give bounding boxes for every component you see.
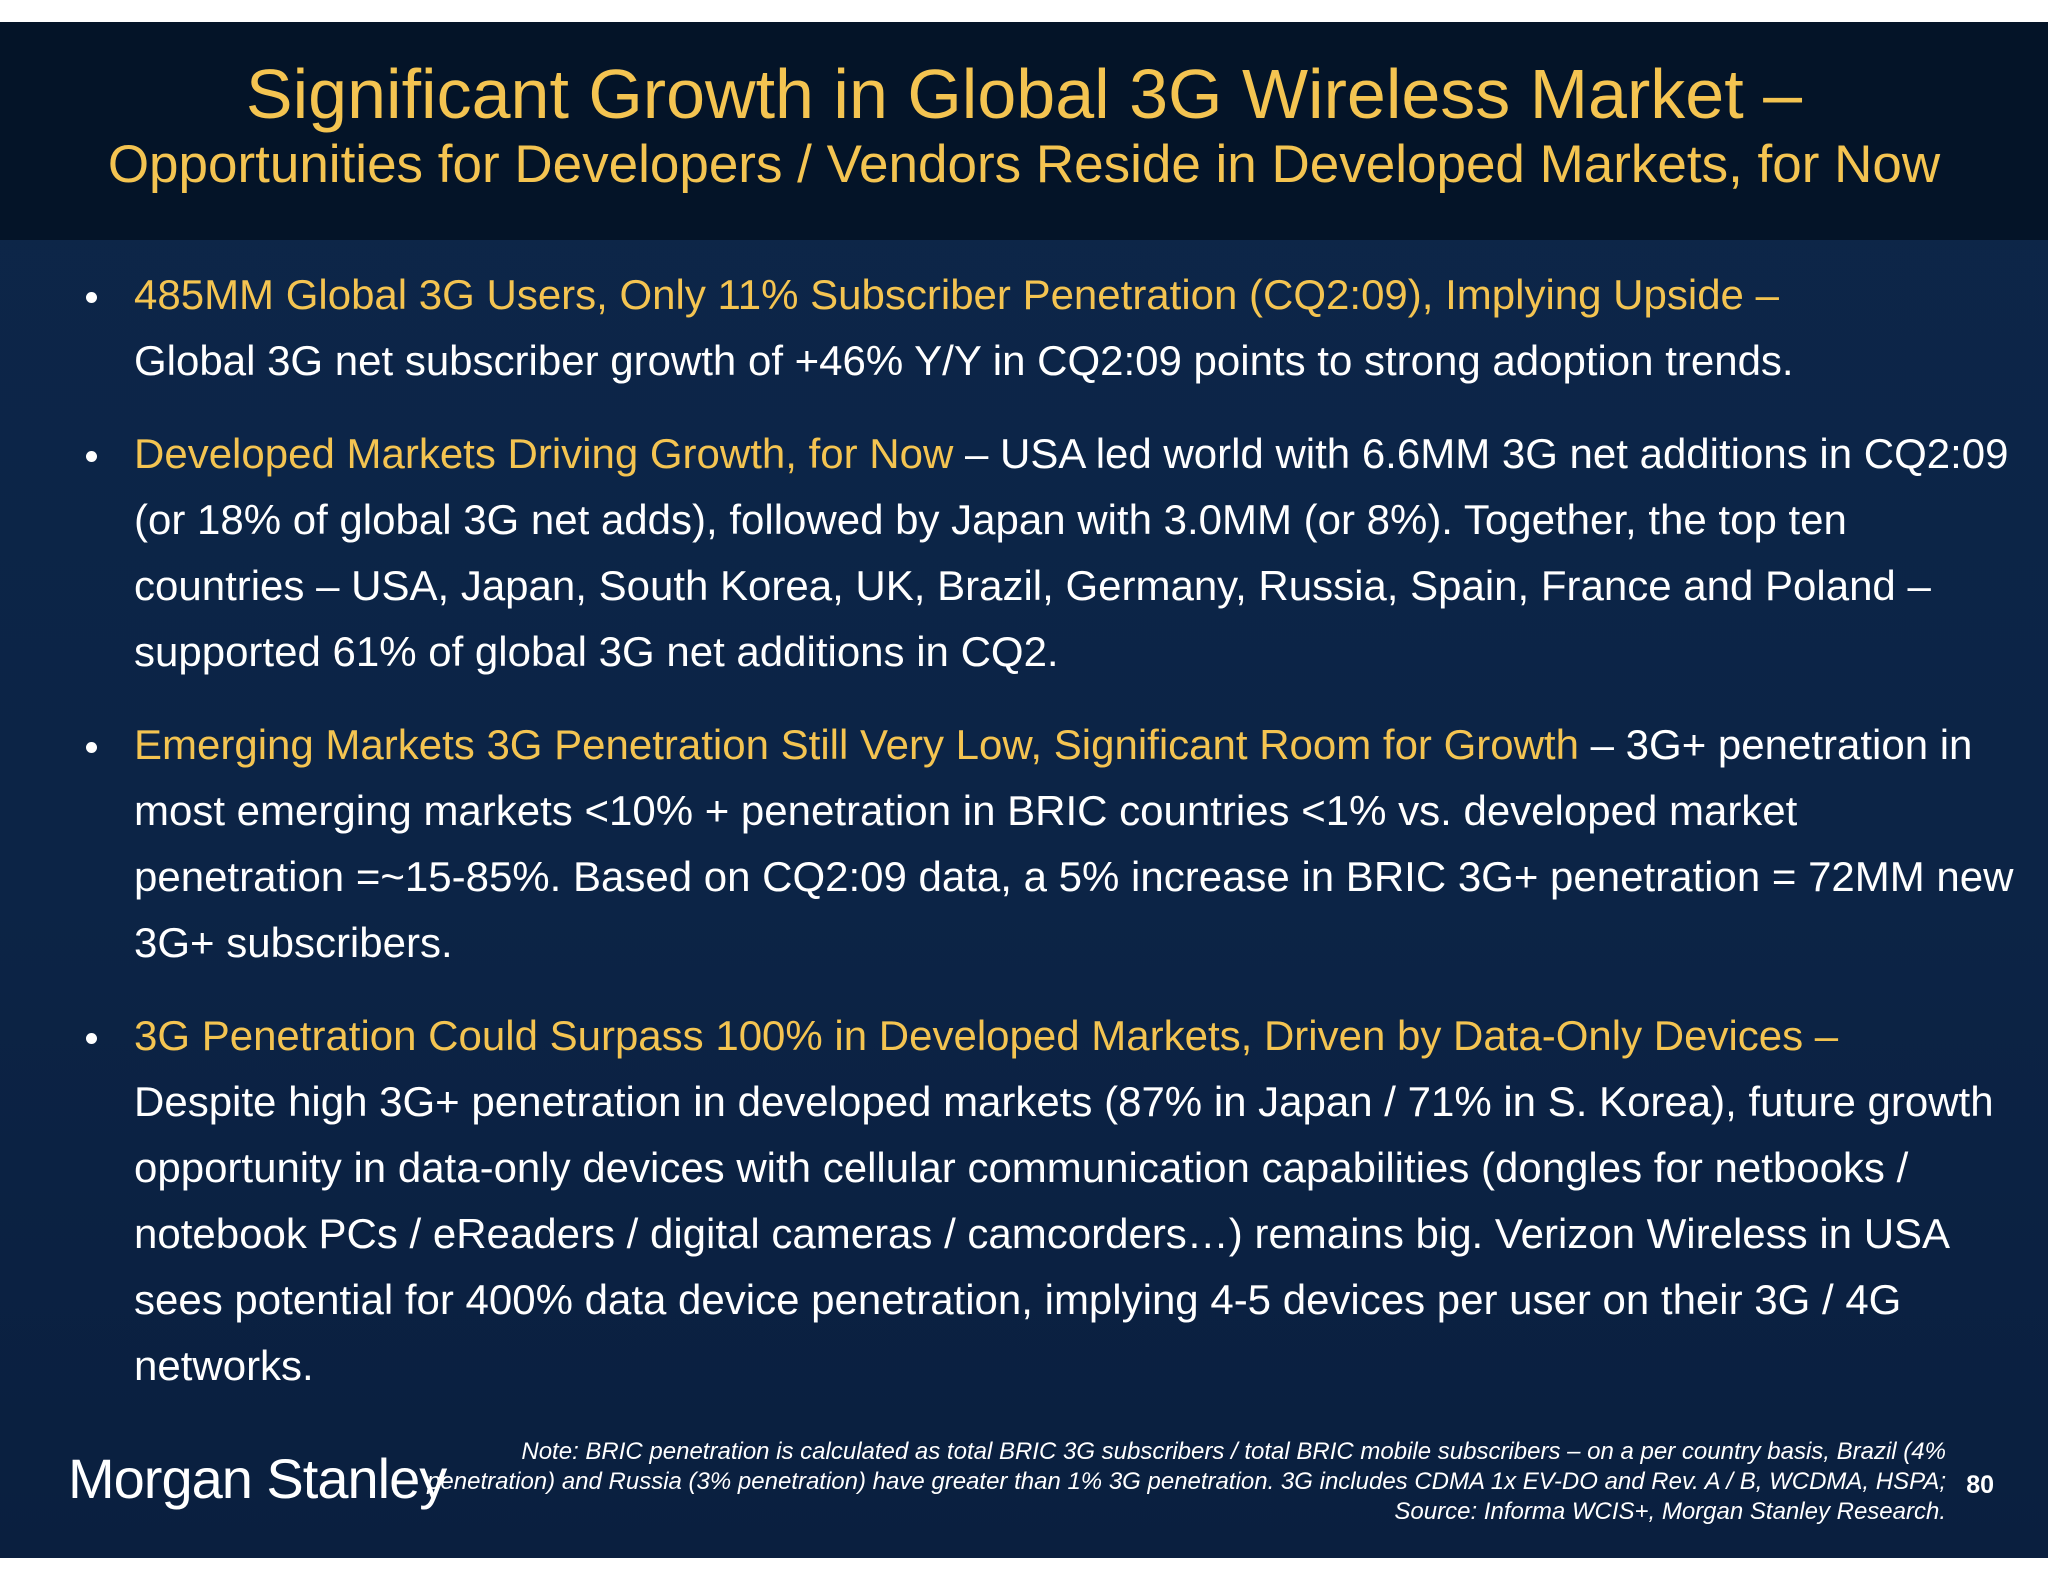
bullet-item: 485MM Global 3G Users, Only 11% Subscrib… bbox=[0, 262, 2014, 394]
slide-header: Significant Growth in Global 3G Wireless… bbox=[0, 22, 2048, 240]
page-number: 80 bbox=[1966, 1471, 1994, 1499]
bullet-heading: Emerging Markets 3G Penetration Still Ve… bbox=[134, 721, 1579, 768]
bullet-item: Emerging Markets 3G Penetration Still Ve… bbox=[0, 712, 2014, 976]
slide-title: Significant Growth in Global 3G Wireless… bbox=[245, 55, 1803, 133]
footnote: Note: BRIC penetration is calculated as … bbox=[427, 1438, 1946, 1525]
bullet-heading: 3G Penetration Could Surpass 100% in Dev… bbox=[134, 1012, 1839, 1059]
bullet-list: 485MM Global 3G Users, Only 11% Subscrib… bbox=[0, 262, 2048, 1426]
bullet-item: 3G Penetration Could Surpass 100% in Dev… bbox=[0, 1003, 2014, 1399]
bullet-heading: Developed Markets Driving Growth, for No… bbox=[134, 430, 954, 477]
bullet-heading: 485MM Global 3G Users, Only 11% Subscrib… bbox=[134, 271, 1779, 318]
bullet-text: – 3G+ penetration in most emerging marke… bbox=[134, 721, 2014, 966]
bullet-dot-icon bbox=[86, 451, 97, 462]
slide-subtitle: Opportunities for Developers / Vendors R… bbox=[107, 135, 1941, 194]
slide: Significant Growth in Global 3G Wireless… bbox=[0, 22, 2048, 1558]
bullet-dot-icon bbox=[86, 742, 97, 753]
bullet-dot-icon bbox=[86, 292, 97, 303]
bullet-dot-icon bbox=[86, 1033, 97, 1044]
bullet-text: – USA led world with 6.6MM 3G net additi… bbox=[134, 430, 2009, 675]
morgan-stanley-logo: Morgan Stanley bbox=[68, 1447, 447, 1510]
bullet-text: Global 3G net subscriber growth of +46% … bbox=[134, 337, 1794, 384]
bullet-item: Developed Markets Driving Growth, for No… bbox=[0, 421, 2014, 685]
bullet-text: Despite high 3G+ penetration in develope… bbox=[134, 1078, 1994, 1389]
